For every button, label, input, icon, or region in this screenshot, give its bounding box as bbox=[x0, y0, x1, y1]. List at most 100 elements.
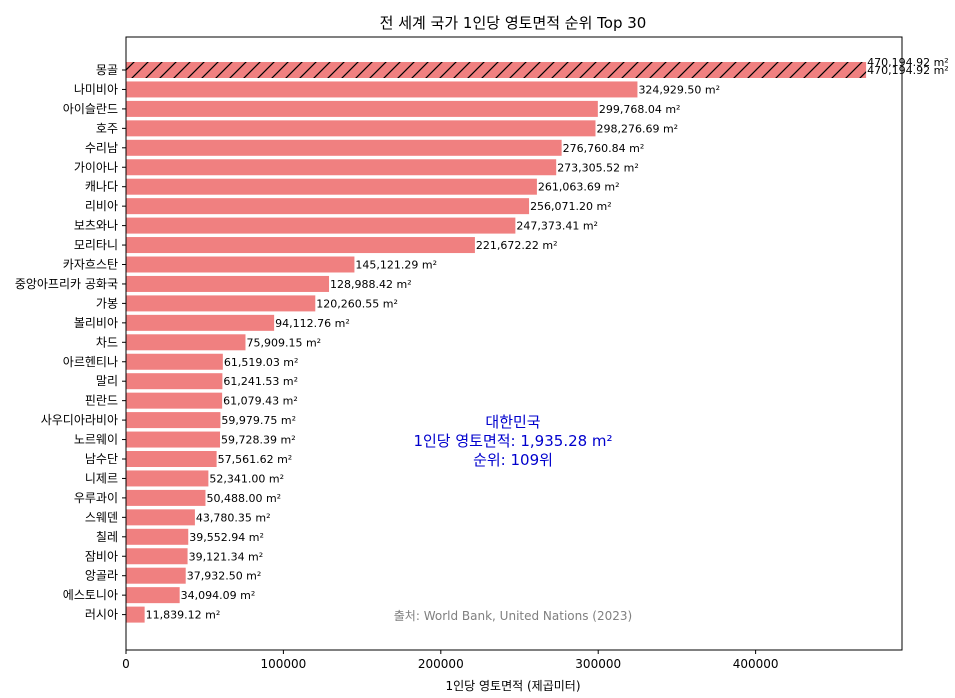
value-label-19: 59,728.39 m² bbox=[221, 434, 296, 447]
category-label-27: 에스토니아 bbox=[63, 588, 118, 602]
bar-2 bbox=[126, 100, 598, 117]
value-label-26: 37,932.50 m² bbox=[187, 570, 262, 583]
bar-hatch-0 bbox=[126, 62, 867, 78]
category-label-26: 앙골라 bbox=[85, 569, 118, 583]
bar-5 bbox=[126, 159, 557, 176]
value-label-9: 221,672.22 m² bbox=[476, 239, 558, 252]
x-axis-label: 1인당 영토면적 (제곱미터) bbox=[445, 679, 580, 693]
bar-12 bbox=[126, 295, 316, 312]
x-axis-ticks: 0 100000 200000 300000 400000 bbox=[122, 650, 779, 671]
value-label-13: 94,112.76 m² bbox=[275, 317, 350, 330]
value-label-17: 61,079.43 m² bbox=[223, 395, 298, 408]
source-note: 출처: World Bank, United Nations (2023) bbox=[394, 609, 632, 623]
value-label-7: 256,071.20 m² bbox=[530, 200, 612, 213]
category-label-15: 아르헨티나 bbox=[63, 355, 118, 369]
bar-14 bbox=[126, 334, 246, 351]
korea-annotation-line-3: 순위: 109위 bbox=[473, 451, 553, 469]
value-label-5: 273,305.52 m² bbox=[557, 161, 639, 174]
bar-15 bbox=[126, 353, 223, 370]
korea-annotation: 대한민국 1인당 영토면적: 1,935.28 m² 순위: 109위 bbox=[413, 413, 612, 469]
category-label-13: 볼리비아 bbox=[74, 316, 118, 330]
x-tick-label-1: 100000 bbox=[260, 657, 306, 671]
category-label-20: 남수단 bbox=[85, 452, 118, 466]
category-label-1: 나미비아 bbox=[74, 82, 118, 96]
category-label-22: 우루과이 bbox=[74, 491, 118, 505]
bar-18 bbox=[126, 412, 221, 429]
value-label-12: 120,260.55 m² bbox=[316, 297, 398, 310]
bar-24 bbox=[126, 528, 189, 545]
category-label-14: 차드 bbox=[96, 335, 118, 349]
category-label-8: 보츠와나 bbox=[74, 219, 118, 233]
value-label-1: 324,929.50 m² bbox=[638, 83, 720, 96]
value-label-25: 39,121.34 m² bbox=[189, 550, 264, 563]
category-label-19: 노르웨이 bbox=[74, 433, 118, 447]
category-label-3: 호주 bbox=[96, 121, 118, 135]
bar-11 bbox=[126, 275, 330, 292]
bar-16 bbox=[126, 373, 223, 390]
category-label-16: 말리 bbox=[96, 374, 118, 388]
value-label-dup-0: 470,194.92 m² bbox=[867, 56, 949, 69]
value-label-23: 43,780.35 m² bbox=[196, 511, 271, 524]
bar-27 bbox=[126, 587, 180, 604]
value-label-14: 75,909.15 m² bbox=[246, 336, 321, 349]
category-label-28: 러시아 bbox=[85, 608, 118, 622]
x-tick-label-2: 200000 bbox=[418, 657, 464, 671]
category-label-0: 몽골 bbox=[96, 63, 118, 77]
category-label-24: 칠레 bbox=[96, 530, 118, 544]
category-label-9: 모리타니 bbox=[74, 238, 118, 252]
bar-6 bbox=[126, 178, 537, 195]
value-label-3: 298,276.69 m² bbox=[596, 122, 678, 135]
bar-8 bbox=[126, 217, 516, 234]
korea-annotation-line-1: 대한민국 bbox=[485, 413, 540, 431]
value-label-8: 247,373.41 m² bbox=[516, 220, 598, 233]
bar-25 bbox=[126, 548, 188, 565]
bar-9 bbox=[126, 237, 475, 254]
value-label-10: 145,121.29 m² bbox=[355, 259, 437, 272]
category-label-17: 핀란드 bbox=[85, 394, 118, 408]
bar-20 bbox=[126, 451, 217, 467]
category-label-11: 중앙아프리카 공화국 bbox=[15, 277, 118, 291]
bar-3 bbox=[126, 120, 596, 137]
value-label-22: 50,488.00 m² bbox=[206, 492, 281, 505]
value-label-21: 52,341.00 m² bbox=[209, 472, 284, 485]
category-labels: 몽골나미비아아이슬란드호주수리남가이아나캐나다리비아보츠와나모리타니카자흐스탄중… bbox=[15, 63, 126, 622]
bar-28 bbox=[126, 606, 145, 623]
value-label-0: 470,194.92 m² bbox=[867, 64, 949, 77]
category-label-21: 니제르 bbox=[85, 471, 118, 485]
value-label-20: 57,561.62 m² bbox=[218, 453, 293, 466]
value-label-6: 261,063.69 m² bbox=[538, 181, 620, 194]
bar-1 bbox=[126, 81, 638, 98]
category-label-25: 잠비아 bbox=[85, 549, 118, 563]
bar-4 bbox=[126, 139, 562, 156]
category-label-10: 카자흐스탄 bbox=[63, 258, 118, 272]
category-label-12: 가봉 bbox=[96, 296, 118, 310]
category-label-6: 캐나다 bbox=[85, 180, 118, 194]
category-label-4: 수리남 bbox=[85, 141, 118, 155]
category-label-2: 아이슬란드 bbox=[63, 102, 118, 116]
bar-21 bbox=[126, 470, 209, 487]
value-label-4: 276,760.84 m² bbox=[563, 142, 645, 155]
bar-23 bbox=[126, 509, 195, 526]
value-label-28: 11,839.12 m² bbox=[146, 609, 221, 622]
value-label-15: 61,519.03 m² bbox=[224, 356, 299, 369]
value-label-2: 299,768.04 m² bbox=[599, 103, 681, 116]
category-label-18: 사우디아라비아 bbox=[41, 413, 118, 427]
bar-13 bbox=[126, 314, 275, 331]
bars-layer bbox=[126, 62, 867, 623]
bar-10 bbox=[126, 256, 355, 273]
x-tick-label-0: 0 bbox=[122, 657, 130, 671]
category-label-7: 리비아 bbox=[85, 199, 118, 213]
korea-annotation-line-2: 1인당 영토면적: 1,935.28 m² bbox=[413, 432, 612, 450]
chart-title: 전 세계 국가 1인당 영토면적 순위 Top 30 bbox=[380, 14, 647, 32]
category-label-23: 스웨덴 bbox=[85, 510, 118, 524]
value-label-24: 39,552.94 m² bbox=[189, 531, 264, 544]
value-label-27: 34,094.09 m² bbox=[181, 589, 256, 602]
bar-26 bbox=[126, 567, 186, 584]
x-tick-label-3: 300000 bbox=[575, 657, 621, 671]
bar-7 bbox=[126, 198, 530, 215]
bar-22 bbox=[126, 489, 206, 506]
category-label-5: 가이아나 bbox=[74, 160, 118, 174]
x-tick-label-4: 400000 bbox=[733, 657, 779, 671]
value-label-16: 61,241.53 m² bbox=[223, 375, 298, 388]
